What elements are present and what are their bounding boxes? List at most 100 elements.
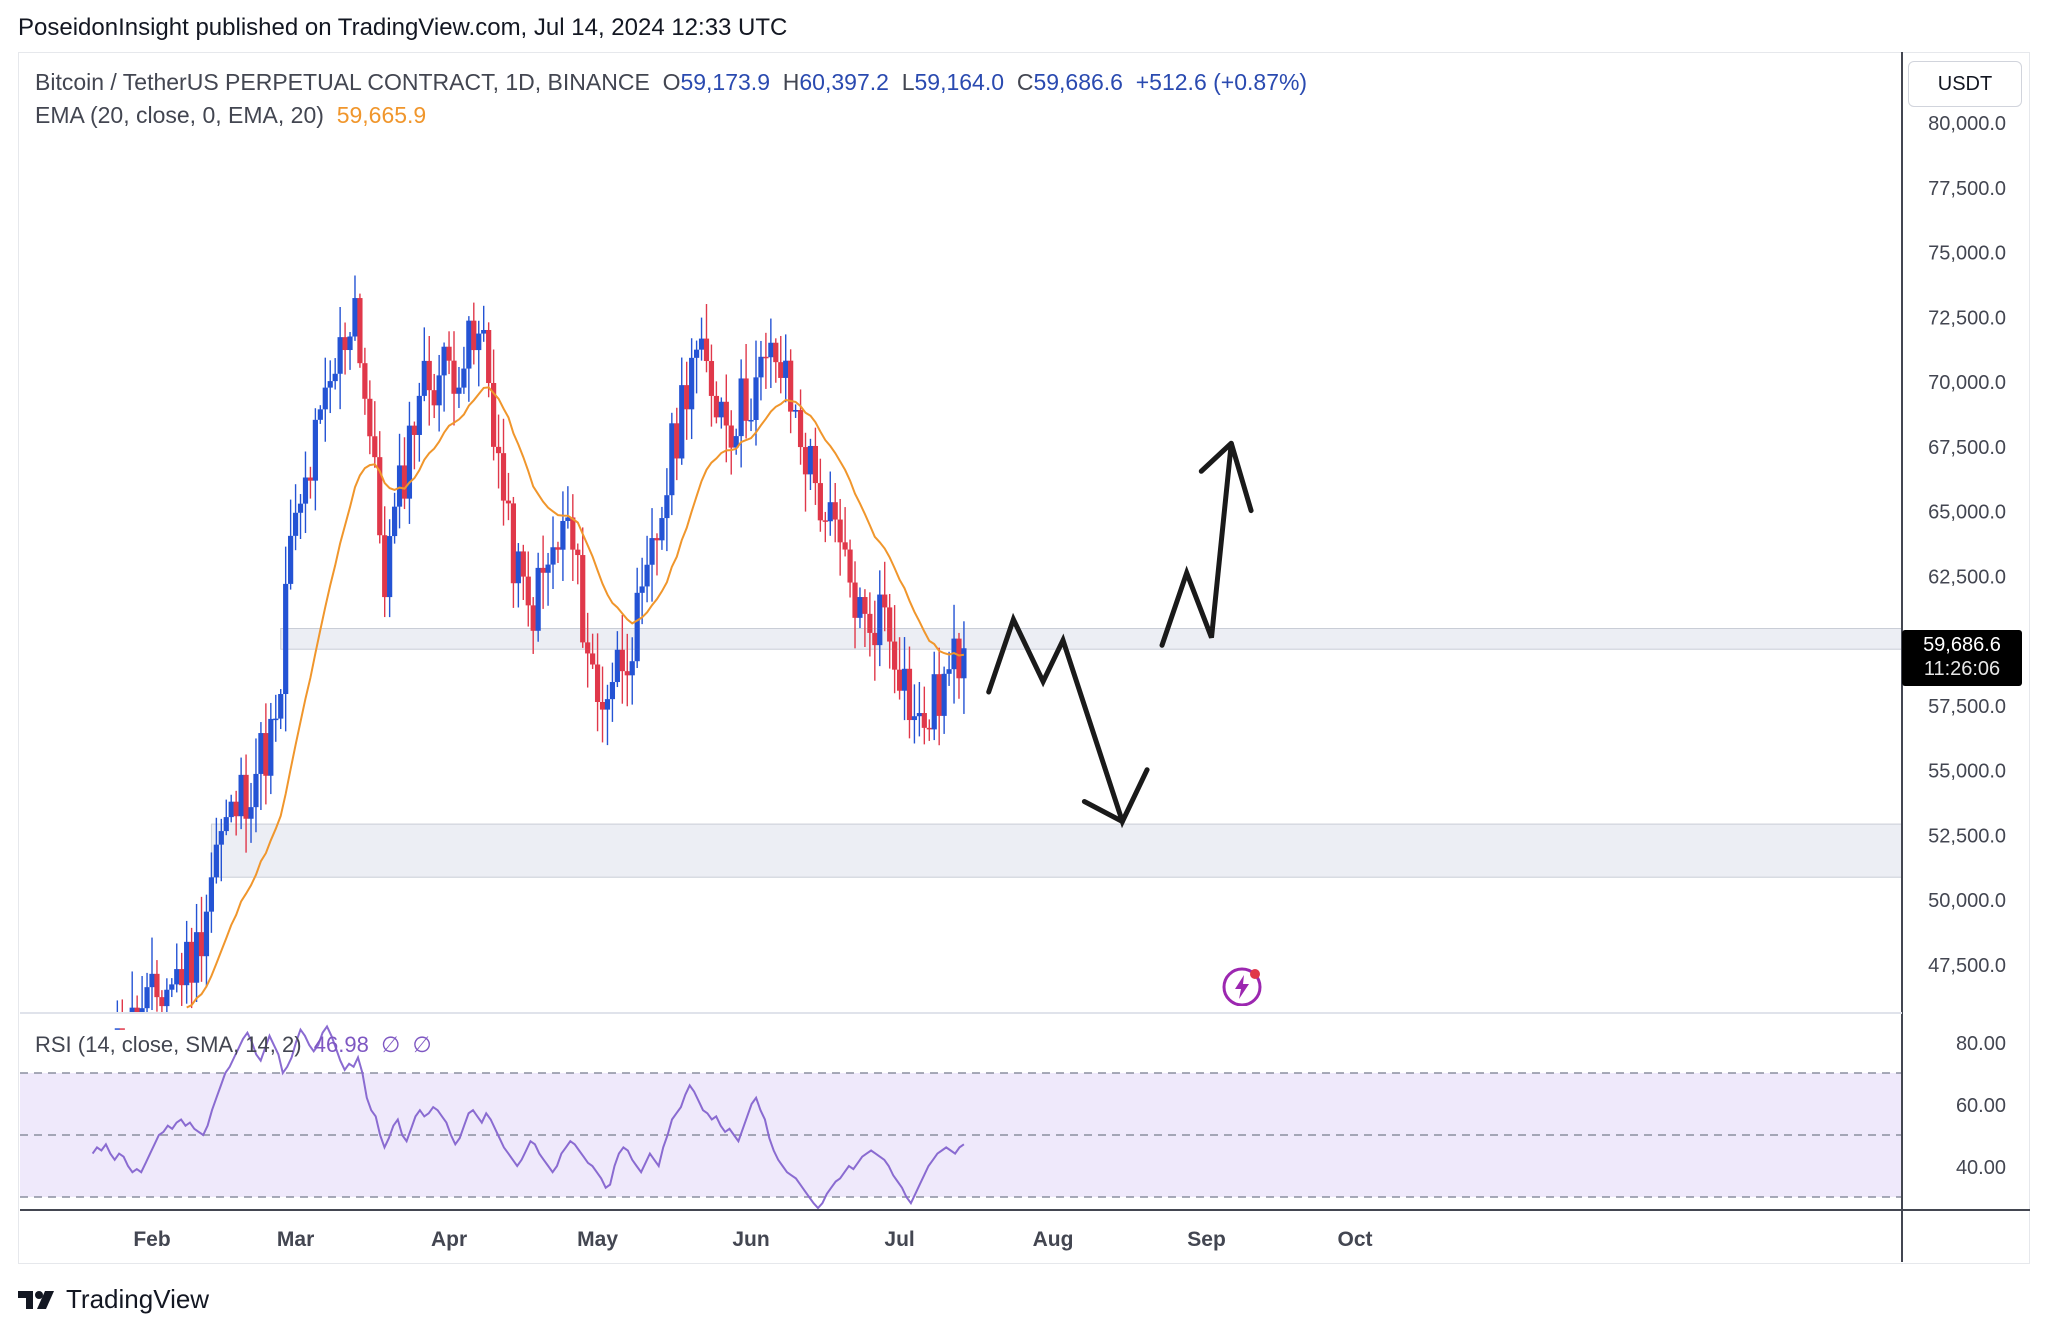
candle-body — [352, 298, 358, 337]
candle-body — [169, 984, 175, 990]
rsi-value: 46.98 — [313, 1032, 369, 1057]
candle-body — [233, 801, 239, 817]
candle-body — [604, 699, 611, 710]
candle-body — [802, 447, 809, 475]
candle-body — [495, 446, 502, 454]
candle-body — [288, 535, 294, 584]
candle-body — [228, 801, 234, 818]
candle-body — [174, 969, 180, 985]
candle-body — [753, 377, 759, 420]
candle-body — [609, 682, 616, 700]
date-tick-label: Jun — [732, 1228, 769, 1251]
candle-body — [322, 387, 328, 410]
projection-down-arrow — [986, 612, 1150, 829]
arrowhead — [1081, 799, 1125, 825]
candle-body — [594, 664, 601, 703]
candle-body — [189, 941, 195, 983]
candle-body — [639, 586, 645, 593]
candle-body — [401, 465, 408, 499]
date-tick-label: Oct — [1338, 1228, 1373, 1251]
bar-countdown: 11:26:06 — [1923, 658, 2001, 680]
candle-body — [575, 549, 581, 556]
candle-body — [114, 1028, 120, 1030]
candle-body — [817, 483, 823, 521]
candle-body — [738, 378, 744, 437]
candle-body — [599, 702, 606, 710]
candle-body — [827, 502, 833, 522]
arrowhead — [1198, 440, 1234, 474]
candle-body — [550, 547, 556, 565]
projection-up-arrow — [1159, 442, 1254, 648]
candle-body — [184, 941, 190, 986]
candle-body — [500, 453, 507, 501]
candle-body — [223, 817, 229, 832]
candle-body — [337, 337, 343, 374]
candle-body — [565, 517, 571, 521]
candle-body — [748, 419, 754, 422]
rsi-legend: RSI (14, close, SMA, 14, 2) 46.98 ∅ ∅ — [35, 1032, 432, 1058]
rsi-tick-label: 80.00 — [1956, 1033, 2006, 1055]
tradingview-brand: TradingView — [66, 1284, 210, 1314]
candle-body — [416, 395, 422, 435]
tradingview-logo[interactable]: TradingView — [18, 1284, 209, 1315]
publish-line: PoseidonInsight published on TradingView… — [18, 14, 788, 41]
candle-body — [362, 363, 368, 399]
candle-body — [302, 477, 309, 504]
candle-body — [812, 445, 819, 484]
candle-body — [297, 503, 304, 513]
candle-body — [877, 594, 883, 646]
candle-body — [238, 774, 244, 817]
candle-body — [510, 503, 517, 584]
candle-body — [367, 398, 373, 437]
change-value: +512.6 (+0.87%) — [1135, 69, 1308, 95]
currency-button[interactable]: USDT — [1908, 61, 2022, 107]
candle-body — [822, 520, 828, 522]
candle-body — [733, 436, 739, 448]
candle-body — [327, 381, 333, 388]
price-tick-label: 80,000.0 — [1928, 113, 2006, 135]
candle-body — [377, 457, 383, 536]
candle-body — [713, 395, 719, 418]
price-tick-label: 65,000.0 — [1928, 502, 2006, 524]
ema-legend: EMA (20, close, 0, EMA, 20) 59,665.9 — [35, 102, 426, 129]
low-value: 59,164.0 — [914, 69, 1005, 95]
open-label: O — [662, 69, 681, 95]
price-tick-label: 57,500.0 — [1928, 696, 2006, 718]
candle-body — [718, 401, 724, 418]
candle-body — [763, 356, 769, 359]
candle-body — [941, 673, 947, 716]
candle-body — [555, 547, 561, 550]
candles — [114, 275, 967, 1030]
candle-body — [391, 506, 398, 537]
candle-body — [758, 356, 764, 378]
flash-icon[interactable] — [1222, 966, 1262, 1006]
last-price-tag: 59,686.6 11:26:06 — [1902, 630, 2022, 686]
candle-body — [396, 465, 403, 507]
candle-body — [728, 425, 734, 448]
candle-body — [372, 436, 378, 458]
price-tick-label: 67,500.0 — [1928, 437, 2006, 459]
ema-line-path — [186, 386, 965, 1009]
axes: 80,000.0 77,500.0 75,000.0 72,500.0 70,000.0… — [20, 52, 2030, 1262]
close-label: C — [1016, 69, 1034, 95]
candle-body — [134, 1007, 140, 1013]
date-tick-label: Sep — [1187, 1228, 1226, 1251]
symbol-title: Bitcoin / TetherUS PERPETUAL CONTRACT, 1… — [35, 69, 650, 95]
ema-label: EMA (20, close, 0, EMA, 20) — [35, 102, 324, 128]
date-tick-label: Apr — [431, 1228, 467, 1251]
candle-body — [778, 362, 784, 378]
date-tick-label: Jul — [884, 1228, 914, 1251]
candle-body — [535, 567, 541, 631]
candle-body — [268, 718, 274, 776]
candle-body — [793, 410, 799, 412]
low-label: L — [901, 69, 915, 95]
candle-body — [580, 555, 586, 643]
candle-body — [258, 733, 264, 774]
candle-body — [278, 694, 284, 719]
price-tick-label: 77,500.0 — [1928, 178, 2006, 200]
candle-body — [946, 669, 952, 674]
projection-arrows — [986, 440, 1254, 829]
candle-body — [332, 373, 338, 382]
candle-body — [644, 564, 650, 587]
